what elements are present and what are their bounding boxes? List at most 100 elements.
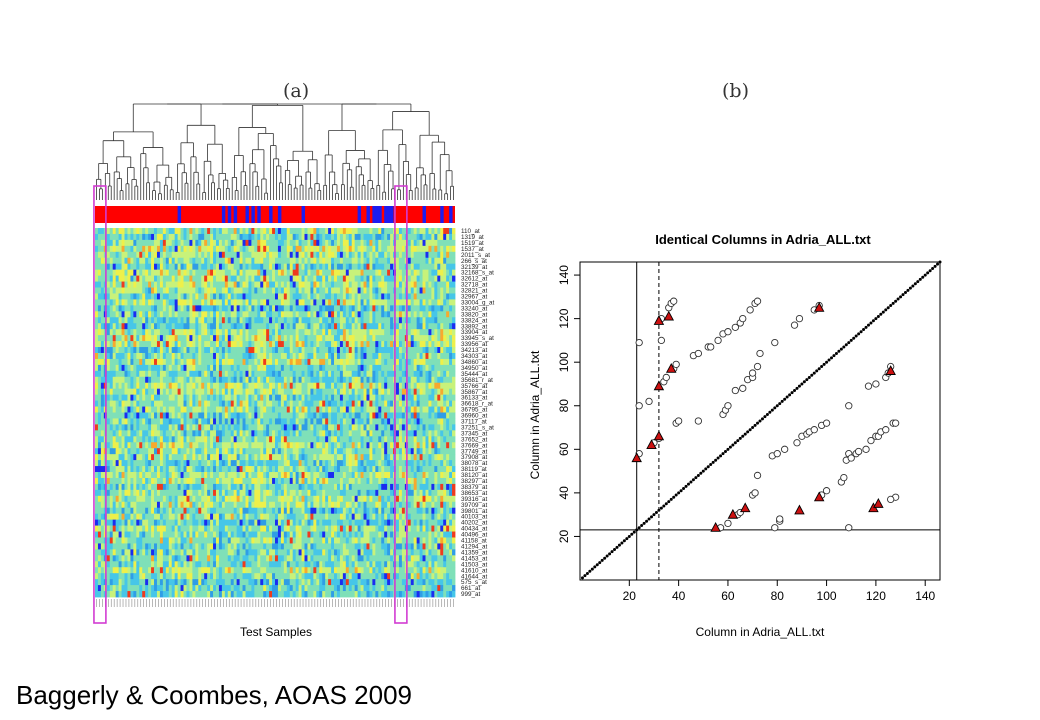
diagonal-point	[763, 415, 767, 419]
row-label: 33945_s_at	[461, 335, 494, 342]
diagonal-point	[654, 510, 658, 514]
diagonal-point	[699, 471, 703, 475]
diagonal-point	[711, 460, 715, 464]
row-label: 41294_at	[461, 543, 488, 550]
row-label: 575_s_at	[461, 579, 487, 586]
diagonal-point	[926, 271, 930, 275]
y-tick-label: 100	[557, 352, 571, 372]
scatter-title: Identical Columns in Adria_ALL.txt	[655, 232, 871, 247]
diagonal-point	[627, 534, 631, 538]
diagonal-point	[600, 558, 604, 562]
circle-point	[882, 426, 890, 434]
row-label: 36618_r_at	[461, 401, 493, 408]
diagonal-point	[689, 480, 693, 484]
diagonal-point	[669, 497, 673, 501]
row-label: 36133_at	[461, 395, 488, 402]
triangle-point	[794, 504, 805, 515]
row-label: 38119_at	[461, 466, 487, 473]
row-label: 36960_at	[461, 413, 488, 420]
circle-point	[864, 382, 873, 390]
circle-point	[724, 328, 732, 336]
diagonal-point	[741, 434, 745, 438]
diagonal-point	[590, 567, 594, 571]
diagonal-point	[704, 467, 708, 471]
diagonal-point	[817, 367, 821, 371]
diagonal-point	[928, 269, 932, 273]
row-label: 33004_g_at	[461, 299, 495, 306]
diagonal-point	[884, 308, 888, 312]
diagonal-point	[706, 465, 710, 469]
diagonal-point	[908, 286, 912, 290]
diagonal-point	[753, 423, 757, 427]
row-label: 38078_at	[461, 460, 488, 467]
diagonal-point	[896, 297, 900, 301]
triangle-point	[653, 430, 665, 441]
diagonal-point	[825, 360, 829, 364]
scatter-y-axis: 20 40 60 80 100 120 140	[557, 265, 580, 543]
diagonal-point	[728, 445, 732, 449]
heatmap-figure: 110_at1319_at1519_at1537_at2011_s_at266_…	[93, 103, 495, 639]
diagonal-point	[797, 384, 801, 388]
diagonal-point	[879, 312, 883, 316]
row-label: 34860_at	[461, 359, 488, 366]
diagonal-point	[598, 561, 602, 565]
triangle-point	[813, 491, 825, 502]
row-labels: 110_at1319_at1519_at1537_at2011_s_at266_…	[461, 228, 495, 598]
row-label: 40103_at	[461, 514, 488, 521]
triangle-point	[710, 521, 721, 532]
x-tick-label: 20	[623, 589, 637, 603]
diagonal-point	[770, 408, 774, 412]
diagonal-point	[716, 456, 720, 460]
circle-point	[724, 402, 732, 410]
diagonal-point	[795, 386, 799, 390]
diagonal-point	[603, 556, 607, 560]
triangle-point	[873, 498, 884, 508]
row-label: 37749_at	[461, 448, 488, 455]
circle-point	[756, 349, 764, 358]
row-label: 38297_at	[461, 478, 488, 485]
diagonal-point	[709, 463, 713, 467]
y-tick-label: 120	[557, 308, 571, 328]
row-label: 37652_at	[461, 436, 488, 443]
circle-point	[714, 336, 722, 345]
diagonal-point	[800, 382, 804, 386]
diagonal-point	[580, 576, 584, 580]
panel-b-label: (b)	[722, 80, 749, 102]
row-label: 32718_at	[461, 282, 488, 289]
diagonal-point	[899, 295, 903, 299]
diagonal-point	[617, 543, 621, 547]
diagonal-point	[650, 515, 654, 519]
diagonal-point	[827, 358, 831, 362]
diagonal-point	[664, 502, 668, 506]
x-tick-label: 140	[915, 589, 935, 603]
row-label: 37908_at	[461, 454, 488, 461]
diagonal-point	[738, 436, 742, 440]
diagonal-point	[714, 458, 718, 462]
highlight-box	[394, 185, 408, 624]
diagonal-point	[775, 404, 779, 408]
diagonal-point	[620, 541, 624, 545]
diagonal-point	[773, 406, 777, 410]
diagonal-point	[783, 397, 787, 401]
diagonal-point	[605, 554, 609, 558]
diagonal-point	[913, 282, 917, 286]
diagonal-point	[756, 421, 760, 425]
y-tick-label: 80	[557, 399, 571, 413]
row-label: 33824_at	[461, 317, 488, 324]
circle-point	[771, 524, 779, 532]
plot-frame	[579, 261, 941, 581]
circle-point	[862, 445, 870, 453]
circle-point	[724, 519, 732, 528]
highlight-boxes	[93, 185, 408, 624]
circle-point	[891, 419, 900, 427]
circle-point	[790, 321, 799, 329]
diagonal-point	[891, 301, 895, 305]
diagonal-point	[674, 493, 678, 497]
diagonal-point	[810, 373, 814, 377]
scatter-plot-area	[579, 260, 942, 581]
diagonal-point	[677, 491, 681, 495]
diagonal-point	[921, 275, 925, 279]
diagonal-point	[622, 539, 626, 543]
diagonal-point	[778, 402, 782, 406]
diagonal-point	[595, 563, 599, 567]
